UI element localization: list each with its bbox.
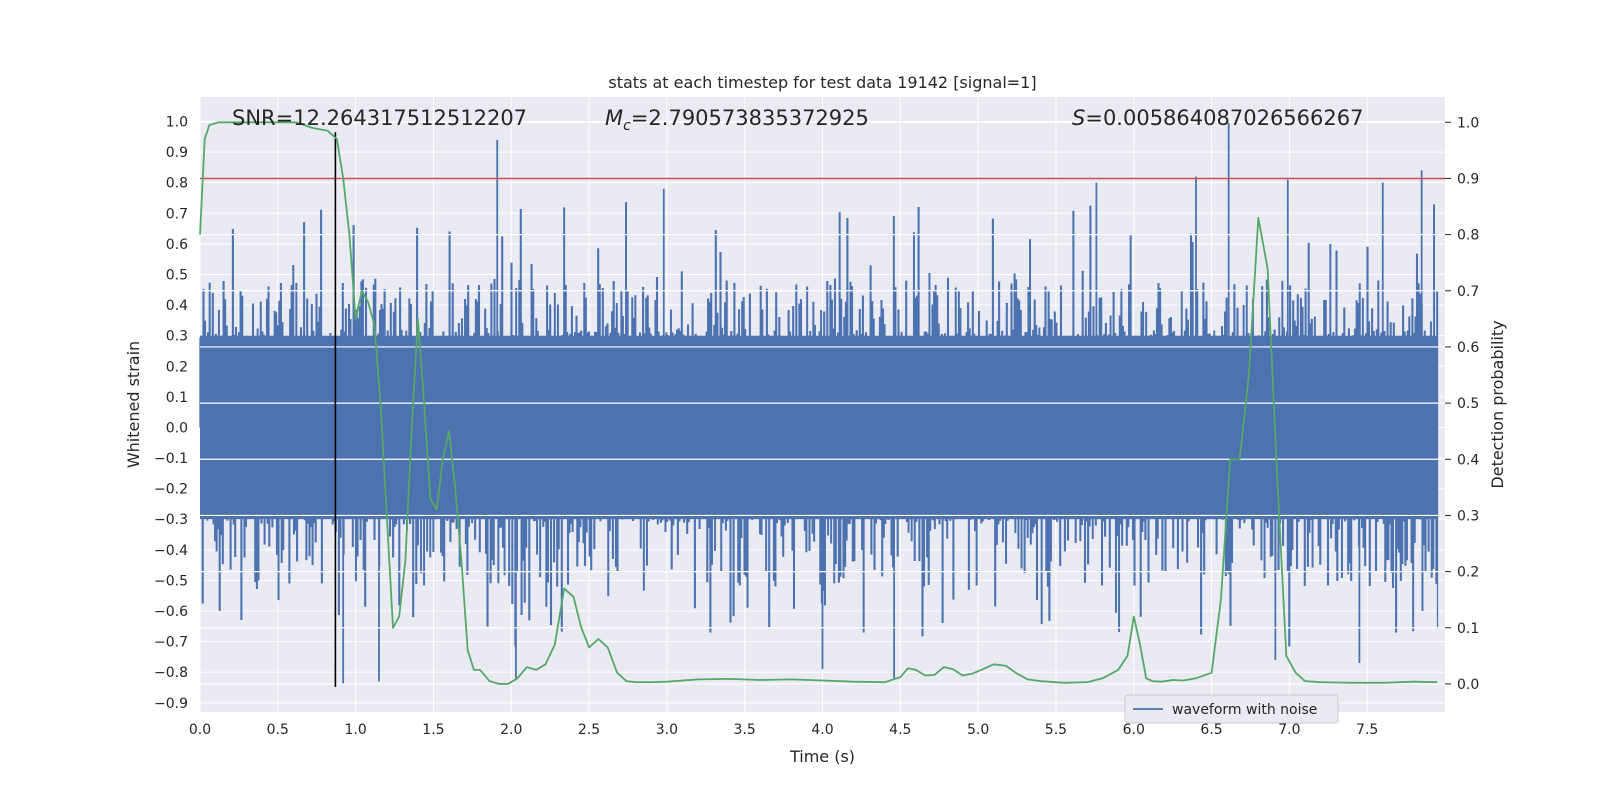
y-left-tick-label: 0.6 — [166, 237, 188, 253]
y-left-tick-label: −0.1 — [154, 451, 188, 467]
y-left-tick-label: −0.8 — [154, 665, 188, 681]
x-axis-label: Time (s) — [789, 747, 855, 766]
chirp-mass-annotation: Mc=2.790573835372925 — [605, 106, 869, 134]
x-tick-label: 4.5 — [889, 722, 911, 738]
y-right-tick-label: 0.7 — [1457, 284, 1479, 300]
legend-box — [1124, 694, 1339, 724]
chart-title: stats at each timestep for test data 191… — [608, 73, 1036, 92]
x-axis-ticks: 0.0 0.5 1.0 1.5 2.0 2.5 3.0 3.5 4.0 4.5 5.0 5.5 6.0 6… — [189, 722, 1378, 738]
x-tick-label: 7.5 — [1356, 722, 1378, 738]
y-axis-label-left: Whitened strain — [124, 341, 143, 468]
left-axis-ticks: 1.0 0.9 0.8 0.7 0.6 0.5 0.4 0.3 0.2 0.1 0.0 −0.1 −0.… — [154, 114, 188, 711]
x-tick-label: 2.0 — [500, 722, 522, 738]
x-tick-label: 7.0 — [1278, 722, 1300, 738]
y-left-tick-label: 0.8 — [166, 176, 188, 192]
chirp-mass-symbol: M — [605, 106, 623, 130]
y-right-tick-label: 0.1 — [1457, 621, 1479, 637]
y-left-tick-label: 0.9 — [166, 145, 188, 161]
x-tick-label: 0.5 — [267, 722, 289, 738]
y-right-tick-label: 1.0 — [1457, 115, 1479, 131]
x-tick-label: 2.5 — [578, 722, 600, 738]
y-left-tick-label: 0.4 — [166, 298, 188, 314]
y-left-tick-label: 0.2 — [166, 359, 188, 375]
y-axis-label-right: Detection probability — [1488, 320, 1507, 488]
y-left-tick-label: −0.4 — [154, 543, 188, 559]
y-right-tick-label: 0.0 — [1457, 677, 1479, 693]
y-left-tick-label: −0.5 — [154, 573, 188, 589]
s-value: =0.005864087026566267 — [1085, 106, 1363, 130]
y-left-tick-label: 0.1 — [166, 390, 188, 406]
x-tick-label: 6.0 — [1123, 722, 1145, 738]
y-left-tick-label: −0.2 — [154, 482, 188, 498]
y-left-tick-label: −0.7 — [154, 635, 188, 651]
x-tick-label: 5.5 — [1045, 722, 1067, 738]
y-right-tick-label: 0.8 — [1457, 228, 1479, 244]
waveform-dense-band — [200, 335, 1438, 520]
s-symbol: S — [1072, 106, 1085, 130]
x-tick-label: 1.5 — [422, 722, 444, 738]
legend: waveform with noise — [1124, 694, 1339, 724]
y-left-tick-label: −0.6 — [154, 604, 188, 620]
y-right-tick-label: 0.3 — [1457, 508, 1479, 524]
x-tick-label: 3.0 — [656, 722, 678, 738]
y-right-tick-label: 0.4 — [1457, 452, 1479, 468]
y-left-tick-label: 0.7 — [166, 206, 188, 222]
y-left-tick-label: 0.3 — [166, 329, 188, 345]
probability-series — [199, 121, 1438, 685]
x-tick-label: 5.0 — [967, 722, 989, 738]
y-left-tick-label: −0.9 — [154, 696, 188, 712]
y-right-tick-label: 0.5 — [1457, 396, 1479, 412]
y-left-tick-label: 0.0 — [166, 420, 188, 436]
legend-label: waveform with noise — [1172, 702, 1317, 718]
y-left-tick-label: 1.0 — [166, 114, 188, 130]
x-tick-label: 4.0 — [811, 722, 833, 738]
y-left-tick-label: 0.5 — [166, 267, 188, 283]
waveform-series — [199, 121, 1439, 685]
chirp-mass-value: =2.790573835372925 — [631, 106, 869, 130]
x-tick-label: 0.0 — [189, 722, 211, 738]
y-right-tick-label: 0.9 — [1457, 171, 1479, 187]
chirp-mass-subscript: c — [623, 118, 631, 134]
x-tick-label: 3.5 — [734, 722, 756, 738]
snr-annotation: SNR=12.264317512512207 — [232, 106, 527, 130]
x-tick-label: 6.5 — [1200, 722, 1222, 738]
probability-line — [199, 121, 1438, 685]
right-axis-ticks: 1.0 0.9 0.8 0.7 0.6 0.5 0.4 0.3 0.2 0.1 0.0 — [1445, 115, 1479, 693]
s-annotation: S=0.005864087026566267 — [1072, 106, 1363, 130]
x-tick-label: 1.0 — [344, 722, 366, 738]
y-right-tick-label: 0.6 — [1457, 340, 1479, 356]
y-right-tick-label: 0.2 — [1457, 565, 1479, 581]
y-left-tick-label: −0.3 — [154, 512, 188, 528]
